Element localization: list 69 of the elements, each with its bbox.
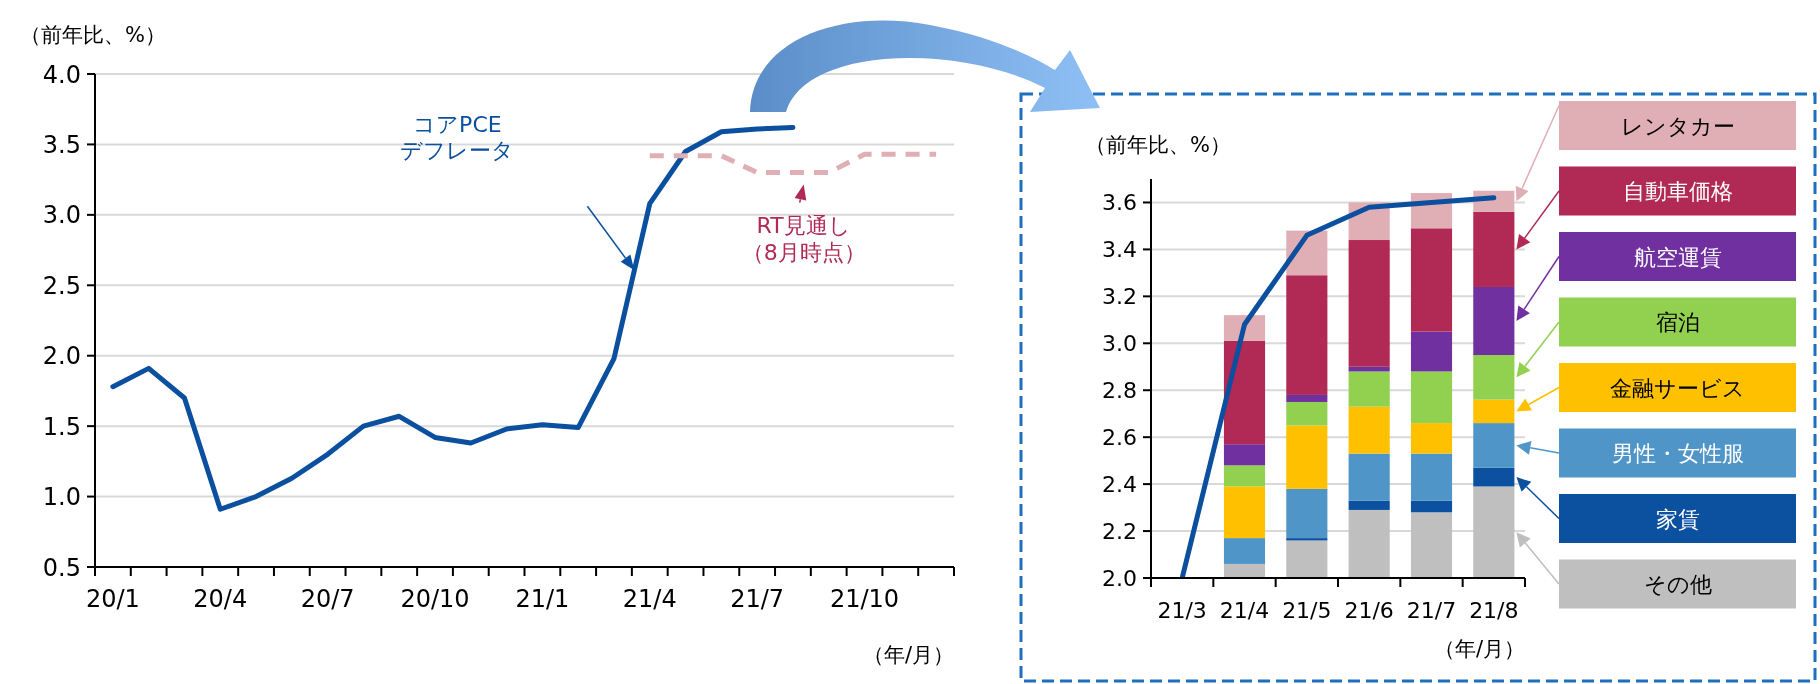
bar: [1473, 286, 1515, 356]
y-tick-label: 2.6: [1102, 425, 1137, 451]
bar: [1473, 355, 1515, 400]
x-tick-label: 20/10: [400, 585, 470, 613]
x-tick-label: 21/4: [1219, 598, 1270, 623]
bar: [1410, 371, 1453, 424]
bar: [1410, 453, 1453, 501]
x-tick-label: 21/7: [730, 585, 785, 613]
bar: [1223, 486, 1266, 539]
bar: [1348, 509, 1390, 578]
bar: [1286, 425, 1328, 489]
x-tick-label: 21/7: [1406, 598, 1457, 623]
x-tick-label: 21/8: [1469, 598, 1519, 623]
x-axis-title: （年/月）: [1433, 637, 1525, 661]
y-tick-label: 3.6: [1102, 190, 1137, 216]
x-tick-label: 21/4: [622, 585, 677, 613]
series-label: RT見通し（8月時点）: [741, 213, 866, 265]
bar: [1286, 275, 1328, 395]
y-tick-label: 3.0: [1102, 331, 1137, 357]
x-tick-label: 21/6: [1344, 598, 1394, 623]
bar: [1473, 211, 1515, 287]
y-tick-label: 4.0: [42, 60, 81, 89]
bar: [1223, 465, 1266, 487]
bar: [1223, 444, 1266, 466]
y-tick-label: 1.0: [42, 483, 81, 512]
bar: [1410, 500, 1453, 513]
y-axis-title: （前年比、%）: [1085, 133, 1231, 157]
y-axis-title: （前年比、%）: [20, 23, 166, 47]
bar: [1473, 423, 1515, 468]
legend-label: 金融サービス: [1610, 375, 1745, 401]
y-tick-label: 3.5: [42, 131, 81, 160]
x-tick-label: 21/1: [515, 585, 570, 613]
bar: [1410, 331, 1453, 372]
y-tick-label: 3.0: [42, 201, 81, 230]
y-tick-label: 2.2: [1102, 518, 1137, 544]
bar: [1348, 406, 1390, 454]
bar: [1223, 538, 1266, 564]
bar: [1348, 500, 1390, 510]
x-tick-label: 20/4: [193, 585, 248, 613]
x-tick-label: 21/3: [1157, 598, 1207, 623]
y-tick-label: 2.5: [42, 271, 81, 300]
bar: [1286, 394, 1328, 402]
bar: [1348, 240, 1390, 367]
y-tick-label: 2.0: [42, 342, 81, 371]
y-tick-label: 3.4: [1102, 237, 1137, 263]
bar: [1410, 512, 1453, 578]
bar: [1410, 228, 1453, 332]
x-tick-label: 21/5: [1282, 598, 1332, 623]
x-tick-label: 21/10: [829, 585, 900, 613]
text: コアPCE デフレータ: [400, 112, 515, 164]
bar: [1286, 540, 1328, 578]
y-tick-label: 2.4: [1102, 472, 1137, 498]
bar: [1348, 453, 1390, 501]
bar: [1223, 563, 1266, 578]
bar: [1223, 340, 1266, 445]
bar: [1286, 488, 1328, 539]
y-tick-label: 0.5: [42, 553, 81, 582]
y-tick-label: 2.8: [1102, 378, 1137, 404]
x-axis-title: （年/月）: [862, 643, 954, 667]
x-tick-label: 20/1: [85, 585, 140, 613]
bar: [1473, 486, 1515, 578]
y-tick-label: 1.5: [42, 412, 81, 441]
legend-label: 男性・女性服: [1611, 441, 1744, 466]
bar: [1286, 401, 1328, 426]
bar: [1348, 371, 1390, 407]
x-tick-label: 20/7: [300, 585, 355, 613]
y-tick-label: 3.2: [1102, 284, 1137, 310]
y-tick-label: 2.0: [1102, 565, 1137, 591]
bar: [1410, 423, 1453, 454]
